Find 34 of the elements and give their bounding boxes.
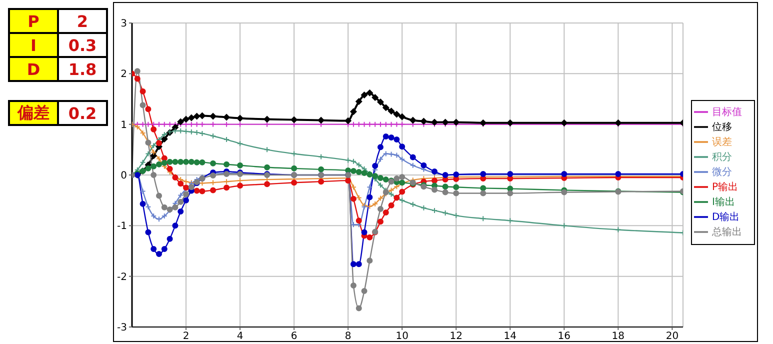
x-tick-label: 16 xyxy=(558,331,571,342)
legend-label: 位移 xyxy=(712,122,732,132)
legend-label: D输出 xyxy=(712,212,740,222)
text: I xyxy=(9,33,58,57)
legend-label: P输出 xyxy=(712,182,738,192)
y-tick-label: 2 xyxy=(120,69,127,80)
legend-label: I输出 xyxy=(712,196,735,208)
x-tick-label: 20 xyxy=(666,331,679,342)
x-tick-label: 12 xyxy=(450,331,462,342)
text: P xyxy=(9,9,58,33)
y-tick-label: -3 xyxy=(117,322,127,334)
legend-label: 微分 xyxy=(712,166,732,178)
y-tick-label: 1 xyxy=(120,120,127,131)
legend-label: 总输出 xyxy=(712,226,742,238)
y-tick-label: 0 xyxy=(120,170,127,182)
x-tick-label: 14 xyxy=(504,331,517,342)
text: 2 xyxy=(58,9,107,33)
legend-label: 积分 xyxy=(712,152,732,162)
legend-label: 目标值 xyxy=(712,106,742,118)
text: 0.3 xyxy=(58,33,107,57)
y-tick-label: -2 xyxy=(117,272,127,283)
x-tick-label: 4 xyxy=(236,331,244,342)
text: D xyxy=(9,57,58,81)
x-tick-label: 18 xyxy=(612,331,625,342)
text: 偏差 xyxy=(9,101,58,125)
x-tick-label: 8 xyxy=(344,331,352,342)
text: 0.2 xyxy=(58,101,107,125)
legend-label: 误差 xyxy=(712,136,732,148)
x-tick-label: 6 xyxy=(290,331,298,342)
x-tick-label: 10 xyxy=(396,331,408,342)
y-tick-label: -1 xyxy=(117,221,127,232)
y-tick-label: 3 xyxy=(120,18,127,30)
text: 1.8 xyxy=(58,57,107,81)
x-tick-label: 2 xyxy=(182,331,190,342)
